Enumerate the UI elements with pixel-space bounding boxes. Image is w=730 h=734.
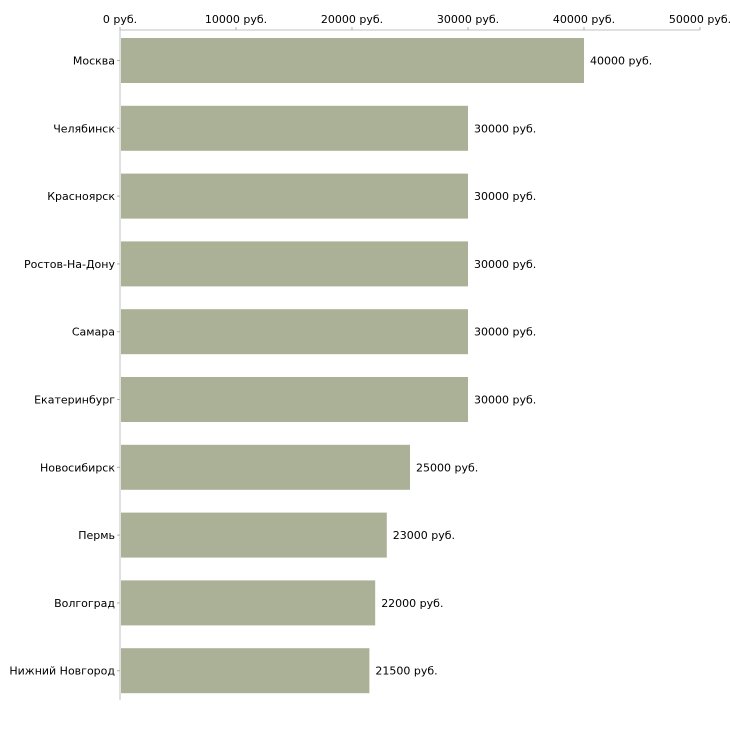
x-tick-label: 30000 руб. bbox=[437, 13, 499, 26]
x-tick-label: 10000 руб. bbox=[205, 13, 267, 26]
category-label: Ростов-На-Дону bbox=[24, 258, 115, 271]
category-label: Самара bbox=[72, 326, 115, 339]
x-tick-label: 40000 руб. bbox=[553, 13, 615, 26]
value-label: 30000 руб. bbox=[474, 258, 536, 271]
x-tick-label: 20000 руб. bbox=[321, 13, 383, 26]
bar bbox=[121, 38, 584, 83]
value-label: 23000 руб. bbox=[393, 529, 455, 542]
category-label: Москва bbox=[73, 55, 115, 68]
value-label: 30000 руб. bbox=[474, 190, 536, 203]
category-label: Красноярск bbox=[47, 190, 115, 203]
x-tick-label: 0 руб. bbox=[103, 13, 137, 26]
value-label: 25000 руб. bbox=[416, 461, 478, 474]
value-label: 22000 руб. bbox=[381, 597, 443, 610]
category-label: Пермь bbox=[78, 529, 115, 542]
value-label: 40000 руб. bbox=[590, 55, 652, 68]
value-label: 30000 руб. bbox=[474, 394, 536, 407]
bar bbox=[121, 105, 468, 151]
bar bbox=[121, 309, 468, 355]
category-label: Волгоград bbox=[54, 597, 115, 610]
value-label: 30000 руб. bbox=[474, 326, 536, 339]
bar bbox=[121, 173, 468, 219]
category-label: Нижний Новгород bbox=[9, 665, 115, 678]
bar bbox=[121, 580, 376, 626]
category-label: Челябинск bbox=[53, 122, 115, 135]
category-label: Екатеринбург bbox=[34, 394, 115, 407]
bar bbox=[121, 444, 410, 490]
bar bbox=[121, 512, 387, 558]
value-label: 30000 руб. bbox=[474, 122, 536, 135]
category-label: Новосибирск bbox=[40, 461, 115, 474]
bar bbox=[121, 648, 370, 694]
value-label: 21500 руб. bbox=[375, 665, 437, 678]
bar bbox=[121, 377, 468, 422]
x-tick-label: 50000 руб. bbox=[669, 13, 730, 26]
bar bbox=[121, 241, 468, 287]
